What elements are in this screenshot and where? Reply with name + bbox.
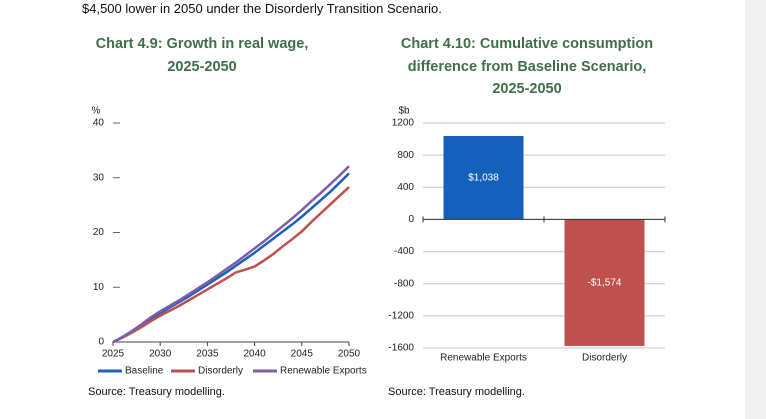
y-tick-label: 400 — [397, 182, 414, 193]
line-series — [112, 186, 350, 344]
source: Source: Treasury modelling. — [388, 386, 525, 398]
x-tick-label: 2025 — [102, 349, 125, 360]
x-tick-label: Renewable Exports — [440, 353, 527, 364]
side-strip — [745, 0, 766, 419]
x-tick-label: 2035 — [196, 349, 219, 360]
y-tick-label: -800 — [394, 278, 414, 289]
y-tick-label: 0 — [98, 337, 104, 348]
legend-label: Baseline — [125, 366, 164, 377]
value-label: -$1,574 — [588, 277, 622, 288]
chart-title: Chart 4.10: Cumulative consumption diffe… — [400, 36, 654, 97]
y-tick-label: -400 — [394, 246, 414, 257]
y-tick-label: 800 — [397, 150, 414, 161]
value-label: $1,038 — [468, 172, 499, 183]
bar — [564, 219, 645, 346]
y-tick-label: 40 — [93, 118, 105, 129]
y-axis-label: % — [92, 106, 101, 117]
y-tick-label: 0 — [408, 214, 414, 225]
x-tick-label: 2030 — [149, 349, 172, 360]
x-tick-label: 2045 — [291, 349, 314, 360]
y-tick-label: 1200 — [392, 118, 415, 129]
line-series — [112, 172, 350, 344]
x-tick-label: 2050 — [338, 349, 361, 360]
bar — [443, 136, 524, 220]
legend-label: Renewable Exports — [280, 366, 367, 377]
y-axis-label: $b — [398, 106, 410, 117]
x-tick-label: 2040 — [243, 349, 266, 360]
y-tick-label: -1600 — [388, 343, 414, 354]
x-tick-label: Disorderly — [582, 353, 627, 364]
line-series — [112, 165, 350, 344]
y-tick-label: 20 — [93, 227, 105, 238]
legend-label: Disorderly — [198, 366, 243, 377]
y-tick-label: 10 — [93, 282, 105, 293]
y-tick-label: -1200 — [388, 310, 414, 321]
intro-text: $4,500 lower in 2050 under the Disorderl… — [82, 1, 442, 16]
y-tick-label: 30 — [93, 172, 105, 183]
source: Source: Treasury modelling. — [88, 386, 225, 398]
chart-title: Chart 4.9: Growth in real wage, 2025-205… — [95, 36, 309, 75]
